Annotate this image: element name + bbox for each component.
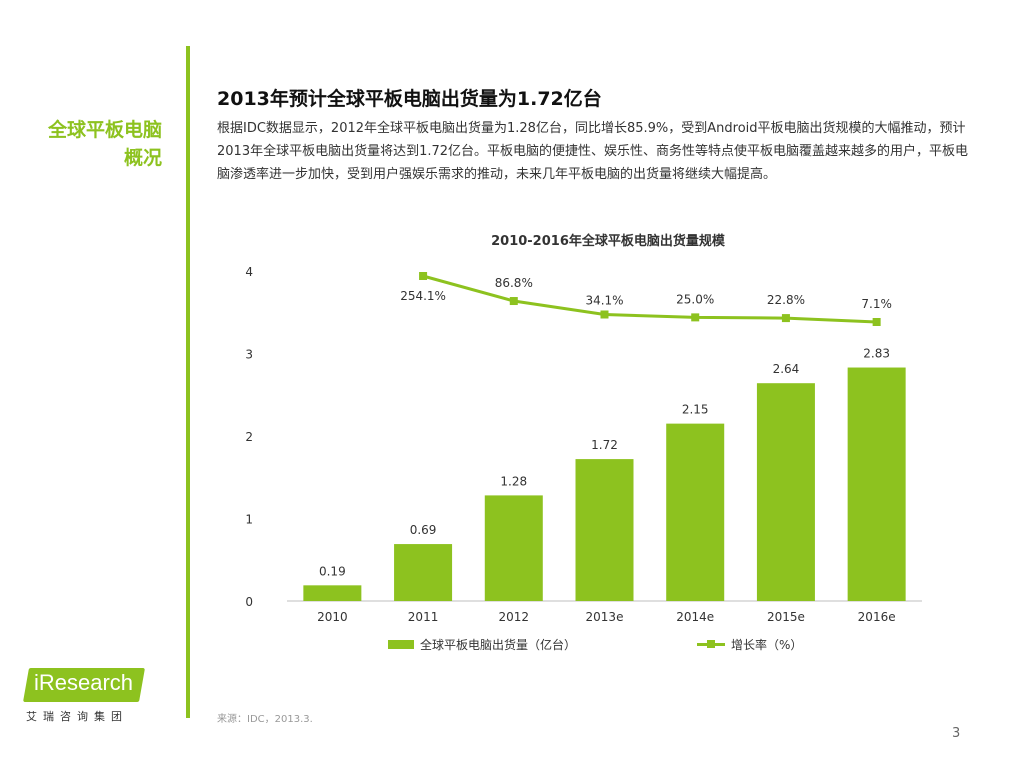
growth-rate-point (600, 310, 609, 319)
source-note: 来源：IDC，2013.3. (217, 714, 313, 725)
body-paragraph: 根据IDC数据显示，2012年全球平板电脑出货量为1.28亿台，同比增长85.9… (217, 121, 969, 182)
logo-text: iResearch (34, 670, 134, 695)
growth-rate-label: 25.0% (676, 292, 714, 306)
x-tick-label: 2013e (586, 610, 624, 624)
y-tick-label: 4 (245, 265, 253, 279)
bar (575, 459, 634, 601)
iresearch-logo: iResearch (23, 668, 145, 704)
bar (847, 367, 906, 601)
x-tick-label: 2015e (767, 610, 805, 624)
chart-title: 2010-2016年全球平板电脑出货量规模 (491, 234, 725, 249)
x-tick-label: 2011 (408, 610, 439, 624)
bar (484, 495, 543, 601)
bar (303, 585, 362, 601)
bar-value-label: 2.15 (682, 403, 709, 417)
bar-value-label: 0.19 (319, 564, 346, 578)
bar (756, 383, 815, 601)
bar-value-label: 2.64 (773, 362, 800, 376)
legend-line-swatch (697, 640, 725, 648)
y-tick-label: 0 (245, 595, 253, 609)
bar-value-label: 2.83 (863, 347, 890, 361)
growth-rate-line (422, 274, 877, 324)
section-title-line2: 概况 (123, 147, 162, 169)
growth-rate-label: 34.1% (585, 293, 623, 307)
page-number: 3 (952, 726, 961, 741)
growth-rate-label: 254.1% (400, 289, 446, 303)
page-headline: 2013年预计全球平板电脑出货量为1.72亿台 (217, 88, 602, 110)
x-tick-label: 2014e (676, 610, 714, 624)
growth-rate-point (419, 272, 428, 280)
growth-rate-point (691, 313, 700, 322)
bar (394, 544, 453, 601)
y-tick-label: 1 (245, 513, 253, 527)
y-tick-label: 2 (245, 430, 253, 444)
growth-rate-label: 86.8% (495, 276, 533, 290)
legend-bar-label: 全球平板电脑出货量（亿台） (420, 638, 577, 652)
section-title-line1: 全球平板电脑 (47, 119, 162, 141)
y-tick-label: 3 (245, 348, 253, 362)
legend-bar-item: 全球平板电脑出货量（亿台） (388, 636, 576, 653)
growth-rate-label: 22.8% (767, 293, 805, 307)
legend-bar-swatch (388, 640, 414, 649)
section-title: 全球平板电脑 概况 (20, 116, 162, 172)
x-tick-label: 2010 (317, 610, 348, 624)
x-tick-label: 2016e (858, 610, 896, 624)
growth-rate-point (872, 318, 881, 326)
bar-value-label: 0.69 (410, 523, 437, 537)
logo-subtitle: 艾瑞咨询集团 (26, 710, 128, 723)
growth-rate-label: 7.1% (861, 297, 892, 311)
growth-rate-point (509, 297, 518, 306)
legend-line-label: 增长率（%） (731, 638, 803, 652)
x-tick-label: 2012 (499, 610, 530, 624)
bar (666, 423, 725, 601)
bar-value-label: 1.28 (500, 474, 527, 488)
bar-value-label: 1.72 (591, 438, 618, 452)
legend-line-item: 增长率（%） (697, 636, 802, 653)
vertical-divider (186, 46, 190, 718)
growth-rate-point (781, 314, 790, 323)
